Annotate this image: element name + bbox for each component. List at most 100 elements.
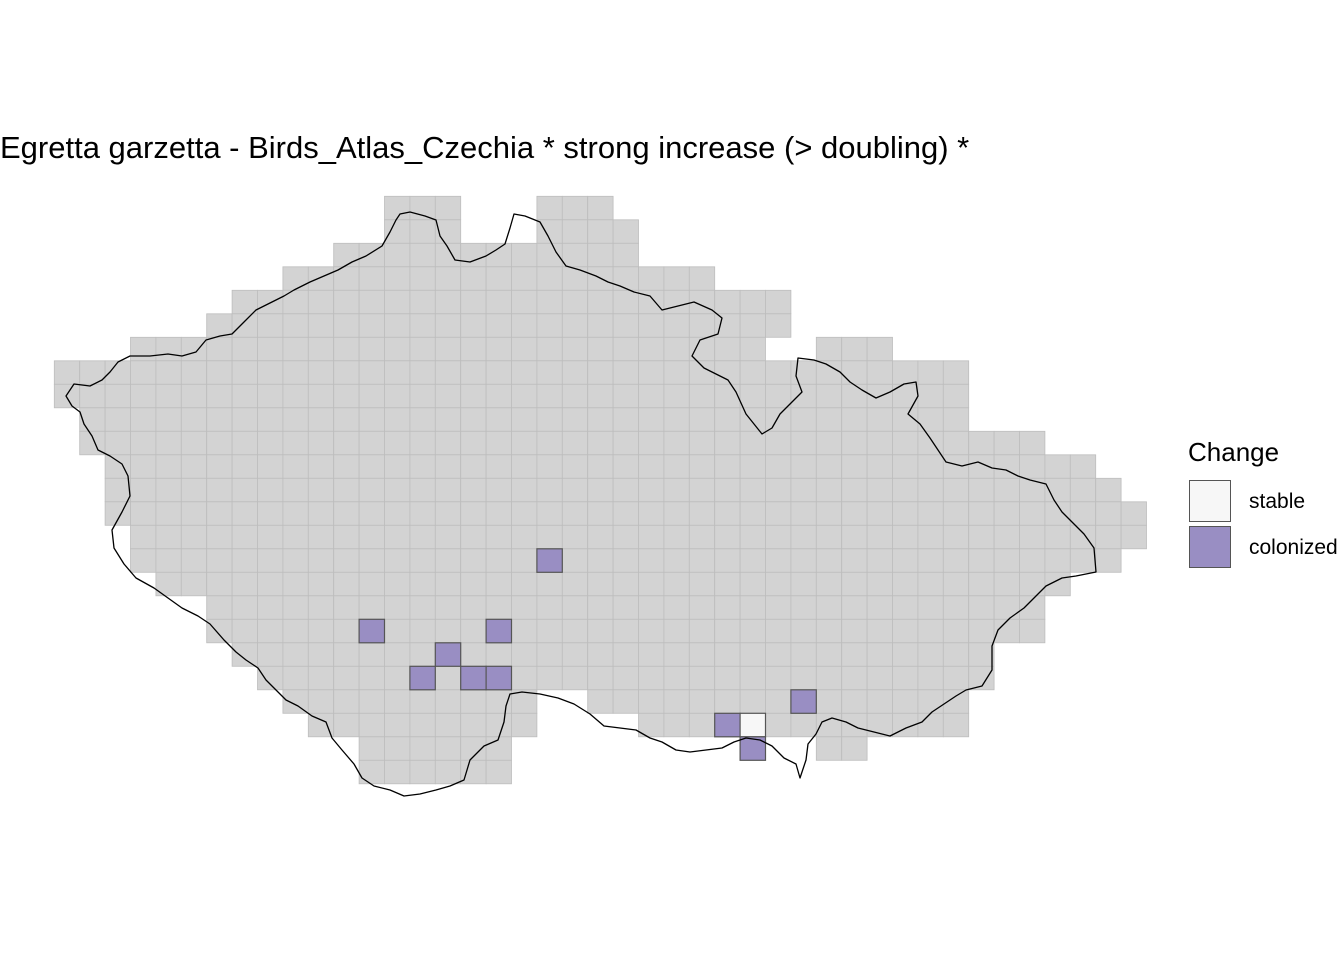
grid-cell [739,548,766,573]
grid-cell [815,454,843,479]
grid-cell [384,383,411,409]
grid-cell [511,313,538,338]
grid-cell [688,712,716,738]
legend-item-colonized: colonized [1188,526,1344,572]
grid-cell [739,618,766,644]
grid-cell [358,689,385,714]
grid-cell [307,313,335,338]
grid-cell [663,712,690,738]
grid-cell [485,501,512,526]
grid-cell [917,524,944,550]
grid-cell [638,477,665,503]
grid-cell [79,407,106,432]
grid-cell [307,336,335,362]
grid-cell [765,313,792,338]
grid-cell [130,524,157,550]
grid-cell [841,383,868,409]
grid-cell [663,477,690,503]
grid-cell-colonized [485,618,513,644]
grid-cell [434,430,462,456]
grid-cell [714,595,741,620]
grid-cell [358,548,385,573]
grid-cell [53,383,81,409]
grid-cell [587,195,614,221]
grid-cell [638,548,665,573]
grid-cell [714,689,741,714]
grid-cell [155,383,182,409]
grid-cell [841,454,868,479]
grid-cell [206,454,233,479]
grid-cell [612,524,639,550]
grid-cell [968,477,995,503]
grid-cell [409,759,436,785]
grid-cell [968,501,995,526]
grid-cell [790,642,817,667]
grid-cell [638,501,665,526]
grid-cell [587,407,614,432]
grid-cell [917,571,944,597]
grid-cell [104,383,131,409]
grid-cell [612,336,639,362]
grid-cell [206,571,233,597]
grid-cell [485,477,512,503]
grid-cell [155,524,182,550]
grid-cell [688,407,716,432]
grid-cell [180,477,208,503]
grid-cell [688,501,716,526]
grid-cell [612,383,639,409]
grid-cell [282,360,309,385]
grid-cell [638,665,665,691]
grid-cell [866,360,893,385]
grid-cell-colonized [409,665,436,691]
grid-cell [536,407,563,432]
grid-cell [511,360,538,385]
grid-cell [536,313,563,338]
grid-cell [384,665,411,691]
grid-cell [206,548,233,573]
grid-cell [155,477,182,503]
grid-cell [384,642,411,667]
grid-cell [739,313,766,338]
grid-cell [206,477,233,503]
grid-cell [485,242,512,268]
grid-cell [384,454,411,479]
grid-cell [841,689,868,714]
grid-cell [511,548,538,573]
grid-cell [663,266,690,291]
grid-cell [917,360,944,385]
grid-cell [333,618,360,644]
grid-cell [409,242,436,268]
grid-cell [231,595,258,620]
grid-cell [409,595,436,620]
grid-cell [714,383,741,409]
grid-cell [460,407,487,432]
grid-cell [434,477,462,503]
grid-cell [511,571,538,597]
grid-cell [638,595,665,620]
grid-cell [358,571,385,597]
grid-cell [866,477,893,503]
grid-cell [892,360,919,385]
grid-cell [587,618,614,644]
grid-cell [942,712,970,738]
grid-cell [104,407,131,432]
grid-cell [130,360,157,385]
grid-cell [993,501,1020,526]
grid-cell [1095,501,1122,526]
grid-cell [460,618,487,644]
grid-cell [485,736,512,761]
grid-cell [1095,524,1122,550]
grid-cell [612,642,639,667]
grid-cell [257,336,284,362]
grid-cell [434,736,462,761]
grid-cell [587,430,614,456]
grid-cell [460,689,487,714]
grid-cell [841,736,868,761]
grid-cell [460,642,487,667]
grid-cell-colonized [434,642,462,667]
grid-cell [561,571,589,597]
grid-cell [714,336,741,362]
grid-cell [536,360,563,385]
grid-cell [511,618,538,644]
grid-cell [231,501,258,526]
